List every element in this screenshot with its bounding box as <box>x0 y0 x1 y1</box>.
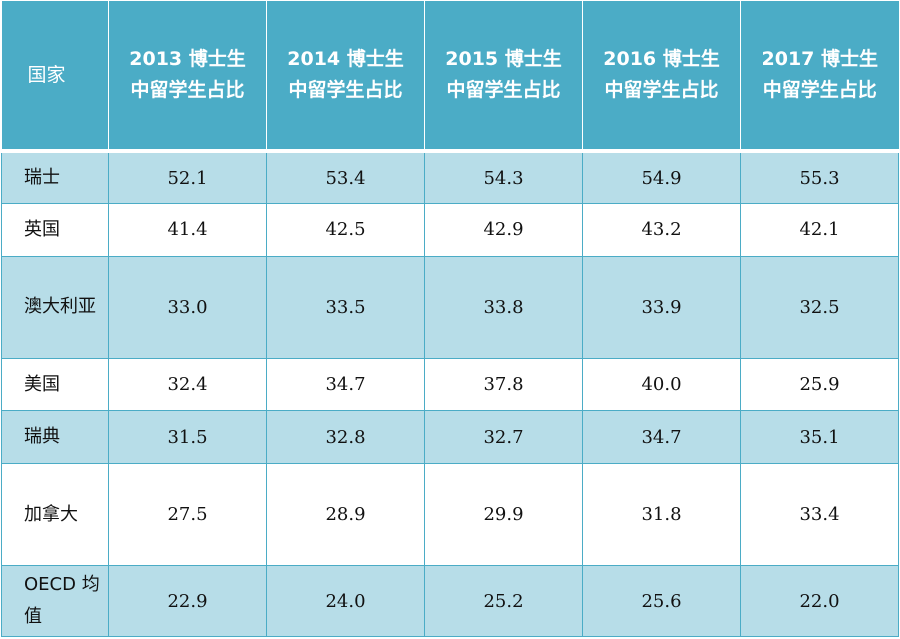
value-cell: 42.5 <box>266 203 425 257</box>
value-cell: 42.1 <box>740 203 899 257</box>
value-cell: 40.0 <box>582 357 741 412</box>
header-2016: 2016 博士生 中留学生占比 <box>582 1 741 153</box>
value-cell: 43.2 <box>582 203 741 257</box>
value-cell: 33.9 <box>582 255 741 359</box>
value-cell: 31.8 <box>582 463 741 567</box>
header-2017: 2017 博士生 中留学生占比 <box>740 1 899 153</box>
value-cell: 41.4 <box>108 203 267 257</box>
table-row: 英国 41.4 42.5 42.9 43.2 42.1 <box>1 203 899 257</box>
value-cell: 25.9 <box>740 357 899 412</box>
value-cell: 24.0 <box>266 565 425 637</box>
country-cell: OECD 均值 <box>1 565 109 637</box>
country-cell: 英国 <box>1 203 109 257</box>
table-row: 美国 32.4 34.7 37.8 40.0 25.9 <box>1 357 899 412</box>
value-cell: 32.5 <box>740 255 899 359</box>
country-cell: 美国 <box>1 357 109 412</box>
country-cell: 瑞典 <box>1 410 109 465</box>
header-2014: 2014 博士生 中留学生占比 <box>266 1 425 153</box>
value-cell: 33.0 <box>108 255 267 359</box>
value-cell: 31.5 <box>108 410 267 465</box>
country-cell: 澳大利亚 <box>1 255 109 359</box>
value-cell: 33.4 <box>740 463 899 567</box>
table-row: 瑞典 31.5 32.8 32.7 34.7 35.1 <box>1 410 899 465</box>
table-row: 澳大利亚 33.0 33.5 33.8 33.9 32.5 <box>1 255 899 359</box>
value-cell: 54.3 <box>424 150 583 205</box>
value-cell: 22.9 <box>108 565 267 637</box>
table-row: 瑞士 52.1 53.4 54.3 54.9 55.3 <box>1 150 899 205</box>
value-cell: 27.5 <box>108 463 267 567</box>
value-cell: 29.9 <box>424 463 583 567</box>
header-2015: 2015 博士生 中留学生占比 <box>424 1 583 153</box>
value-cell: 28.9 <box>266 463 425 567</box>
value-cell: 55.3 <box>740 150 899 205</box>
header-2013: 2013 博士生 中留学生占比 <box>108 1 267 153</box>
value-cell: 37.8 <box>424 357 583 412</box>
value-cell: 35.1 <box>740 410 899 465</box>
value-cell: 34.7 <box>582 410 741 465</box>
header-row: 国家 2013 博士生 中留学生占比 2014 博士生 中留学生占比 2015 博士… <box>1 1 899 153</box>
table-row: OECD 均值 22.9 24.0 25.2 25.6 22.0 <box>1 565 899 637</box>
value-cell: 32.4 <box>108 357 267 412</box>
value-cell: 22.0 <box>740 565 899 637</box>
header-country: 国家 <box>1 1 109 153</box>
value-cell: 52.1 <box>108 150 267 205</box>
value-cell: 34.7 <box>266 357 425 412</box>
value-cell: 32.7 <box>424 410 583 465</box>
country-cell: 瑞士 <box>1 150 109 205</box>
value-cell: 25.2 <box>424 565 583 637</box>
value-cell: 53.4 <box>266 150 425 205</box>
value-cell: 32.8 <box>266 410 425 465</box>
country-cell: 加拿大 <box>1 463 109 567</box>
value-cell: 42.9 <box>424 203 583 257</box>
table-row: 加拿大 27.5 28.9 29.9 31.8 33.4 <box>1 463 899 567</box>
value-cell: 33.8 <box>424 255 583 359</box>
value-cell: 33.5 <box>266 255 425 359</box>
value-cell: 54.9 <box>582 150 741 205</box>
value-cell: 25.6 <box>582 565 741 637</box>
